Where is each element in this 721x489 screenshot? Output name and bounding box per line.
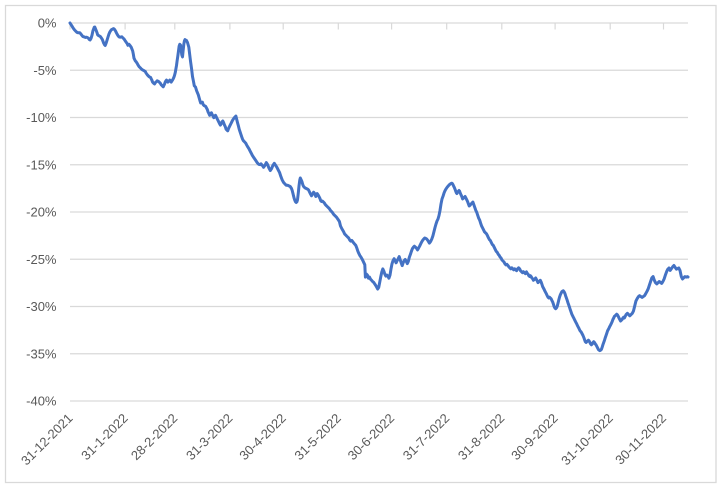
svg-text:30-9-2022: 30-9-2022 (508, 411, 561, 464)
svg-text:31-3-2022: 31-3-2022 (183, 411, 236, 464)
svg-text:-30%: -30% (26, 299, 57, 314)
svg-text:31-5-2022: 31-5-2022 (291, 411, 344, 464)
svg-text:-15%: -15% (26, 157, 57, 172)
svg-text:-5%: -5% (33, 63, 57, 78)
svg-text:30-11-2022: 30-11-2022 (612, 411, 669, 468)
svg-text:-35%: -35% (26, 346, 57, 361)
svg-text:31-7-2022: 31-7-2022 (400, 411, 453, 464)
svg-text:-40%: -40% (26, 394, 57, 409)
svg-text:-10%: -10% (26, 110, 57, 125)
svg-text:0%: 0% (38, 16, 57, 31)
svg-text:28-2-2022: 28-2-2022 (128, 411, 181, 464)
svg-text:30-4-2022: 30-4-2022 (236, 411, 289, 464)
svg-text:31-1-2022: 31-1-2022 (78, 411, 131, 464)
svg-text:31-12-2021: 31-12-2021 (18, 411, 76, 469)
svg-text:30-6-2022: 30-6-2022 (345, 411, 398, 464)
svg-text:31-10-2022: 31-10-2022 (558, 411, 616, 469)
svg-text:-20%: -20% (26, 205, 57, 220)
svg-text:31-8-2022: 31-8-2022 (455, 411, 508, 464)
svg-text:-25%: -25% (26, 252, 57, 267)
